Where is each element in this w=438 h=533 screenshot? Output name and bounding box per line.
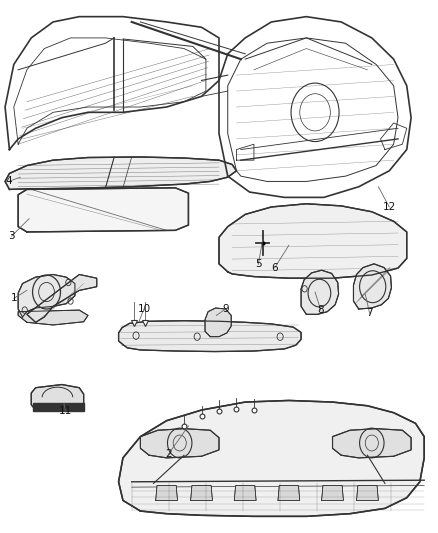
Polygon shape	[321, 486, 343, 500]
Polygon shape	[18, 274, 75, 317]
Polygon shape	[31, 384, 84, 410]
Text: 10: 10	[138, 304, 151, 314]
Polygon shape	[357, 486, 378, 500]
Text: 4: 4	[5, 176, 12, 187]
Polygon shape	[5, 157, 237, 189]
Polygon shape	[119, 400, 424, 516]
Polygon shape	[219, 204, 407, 278]
Polygon shape	[27, 274, 97, 322]
Polygon shape	[119, 321, 301, 352]
Text: 2: 2	[166, 449, 172, 458]
Polygon shape	[332, 429, 411, 458]
Text: 9: 9	[222, 304, 229, 314]
Polygon shape	[353, 264, 392, 309]
Text: 12: 12	[383, 202, 396, 212]
Text: 6: 6	[272, 263, 278, 272]
Polygon shape	[278, 486, 300, 500]
Text: 3: 3	[8, 231, 15, 241]
Polygon shape	[18, 310, 88, 325]
Polygon shape	[234, 486, 256, 500]
Bar	[33, 403, 84, 411]
Polygon shape	[141, 429, 219, 458]
Polygon shape	[301, 270, 339, 314]
Polygon shape	[205, 308, 231, 337]
Polygon shape	[18, 188, 188, 232]
Text: 5: 5	[255, 260, 261, 269]
Polygon shape	[191, 486, 212, 500]
Text: 7: 7	[366, 308, 373, 318]
Polygon shape	[155, 486, 177, 500]
Text: 8: 8	[318, 305, 324, 315]
Text: 1: 1	[11, 293, 17, 303]
Text: 11: 11	[59, 406, 72, 416]
